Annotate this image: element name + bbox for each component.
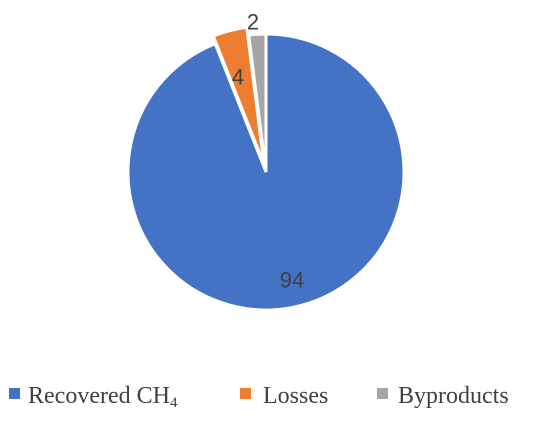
legend-label-byproducts: Byproducts	[398, 383, 509, 409]
legend-label-losses: Losses	[263, 383, 328, 409]
data-label-byproducts: 2	[247, 10, 259, 35]
data-label-recovered-ch4: 94	[280, 268, 304, 293]
legend-label-recovered-ch4: Recovered CH4	[28, 383, 178, 411]
data-label-losses: 4	[232, 65, 244, 90]
pie-slices	[126, 25, 406, 312]
legend-subscript: 4	[170, 395, 178, 411]
legend-swatch-losses	[240, 388, 251, 399]
pie-slice-byproducts	[247, 32, 268, 173]
pie-slice-losses	[211, 25, 266, 165]
data-labels: 94 4 2	[232, 10, 304, 293]
legend: Recovered CH4 Losses Byproducts	[9, 383, 509, 411]
legend-swatch-recovered-ch4	[9, 388, 20, 399]
legend-swatch-byproducts	[377, 388, 388, 399]
